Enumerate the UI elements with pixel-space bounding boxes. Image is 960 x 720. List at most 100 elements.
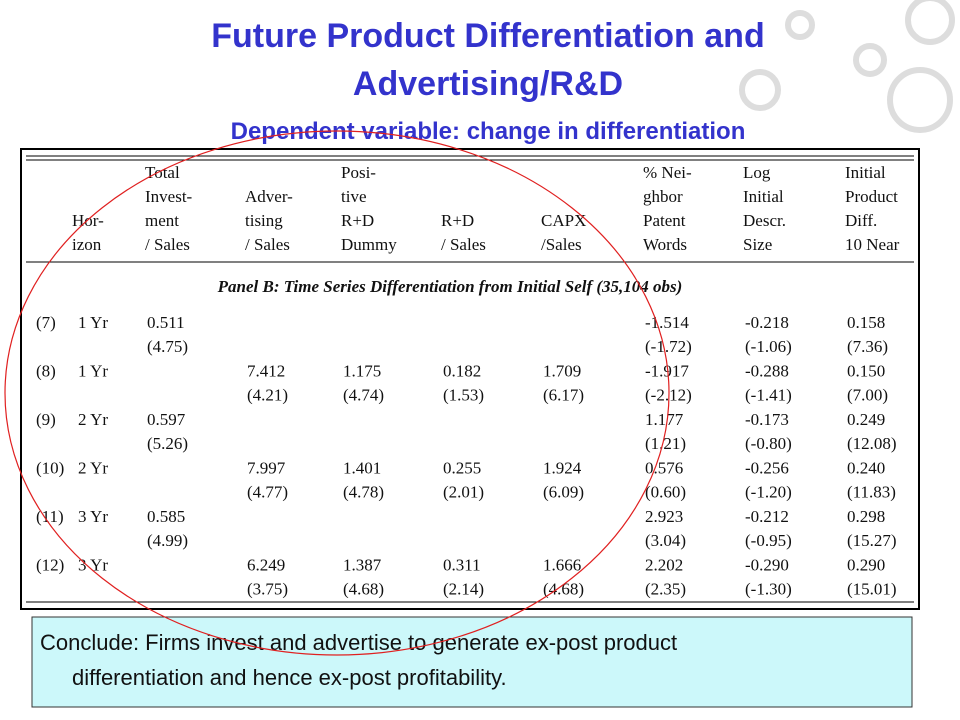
t-stat: (4.68) xyxy=(343,580,384,599)
coefficient: 0.249 xyxy=(847,410,885,429)
row-id: (11) xyxy=(36,507,64,526)
panel-title: Panel B: Time Series Differentiation fro… xyxy=(217,277,683,296)
t-stat: (2.14) xyxy=(443,580,484,599)
column-header: Adver- xyxy=(245,187,293,206)
column-header: Dummy xyxy=(341,235,397,254)
coefficient: 7.997 xyxy=(247,459,286,478)
coefficient: 1.175 xyxy=(343,362,381,381)
coefficient: 1.709 xyxy=(543,362,581,381)
coefficient: -0.288 xyxy=(745,362,789,381)
row-id: (8) xyxy=(36,362,56,381)
coefficient: 1.924 xyxy=(543,459,582,478)
column-header: ghbor xyxy=(643,187,683,206)
column-header: Size xyxy=(743,235,772,254)
t-stat: (7.00) xyxy=(847,386,888,405)
coefficient: -0.173 xyxy=(745,410,789,429)
t-stat: (3.04) xyxy=(645,531,686,550)
t-stat: (7.36) xyxy=(847,337,888,356)
t-stat: (4.21) xyxy=(247,386,288,405)
coefficient: 1.666 xyxy=(543,556,581,575)
column-header: ment xyxy=(145,211,179,230)
coefficient: -0.256 xyxy=(745,459,789,478)
column-header: Descr. xyxy=(743,211,786,230)
coefficient: 1.177 xyxy=(645,410,684,429)
t-stat: (6.17) xyxy=(543,386,584,405)
t-stat: (4.77) xyxy=(247,483,288,502)
t-stat: (1.21) xyxy=(645,434,686,453)
table-rules xyxy=(26,155,914,603)
row-horizon: 3 Yr xyxy=(78,507,108,526)
column-header: Posi- xyxy=(341,163,376,182)
column-header: % Nei- xyxy=(643,163,692,182)
t-stat: (-2.12) xyxy=(645,386,692,405)
t-stat: (4.74) xyxy=(343,386,384,405)
t-stat: (5.26) xyxy=(147,434,188,453)
t-stat: (4.99) xyxy=(147,531,188,550)
t-stat: (-1.72) xyxy=(645,337,692,356)
t-stat: (-1.06) xyxy=(745,337,792,356)
coefficient: -0.212 xyxy=(745,507,789,526)
row-horizon: 1 Yr xyxy=(78,313,108,332)
column-header: Diff. xyxy=(845,211,877,230)
t-stat: (3.75) xyxy=(247,580,288,599)
t-stat: (-1.20) xyxy=(745,483,792,502)
table: Hor-izon Total Invest-ment / Sales Adver-tis… xyxy=(36,163,900,599)
t-stat: (4.68) xyxy=(543,580,584,599)
t-stat: (6.09) xyxy=(543,483,584,502)
coefficient: -1.917 xyxy=(645,362,689,381)
column-header: / Sales xyxy=(245,235,290,254)
bubbles-decor xyxy=(739,0,955,133)
coefficient: 0.255 xyxy=(443,459,481,478)
coefficient: 6.249 xyxy=(247,556,285,575)
conclusion-line: Conclude: Firms invest and advertise to … xyxy=(40,630,677,655)
coefficient: 1.387 xyxy=(343,556,382,575)
row-horizon: 1 Yr xyxy=(78,362,108,381)
row-id: (10) xyxy=(36,459,64,478)
column-header: Words xyxy=(643,235,687,254)
column-header: CAPX xyxy=(541,211,586,230)
table-frame xyxy=(20,148,920,610)
column-header: Log xyxy=(743,163,771,182)
row-horizon: 2 Yr xyxy=(78,459,108,478)
column-header: Patent xyxy=(643,211,686,230)
coefficient: 0.597 xyxy=(147,410,186,429)
row-id: (7) xyxy=(36,313,56,332)
t-stat: (-0.80) xyxy=(745,434,792,453)
column-header: izon xyxy=(72,235,102,254)
t-stat: (4.78) xyxy=(343,483,384,502)
coefficient: -0.290 xyxy=(745,556,789,575)
coefficient: -1.514 xyxy=(645,313,689,332)
t-stat: (2.01) xyxy=(443,483,484,502)
coefficient: 7.412 xyxy=(247,362,285,381)
coefficient: 0.311 xyxy=(443,556,481,575)
column-header: / Sales xyxy=(441,235,486,254)
column-header: Initial xyxy=(845,163,886,182)
column-header: 10 Near xyxy=(845,235,900,254)
conclusion-line: differentiation and hence ex-post profit… xyxy=(72,665,507,690)
coefficient: 0.511 xyxy=(147,313,185,332)
row-horizon: 3 Yr xyxy=(78,556,108,575)
coefficient: -0.218 xyxy=(745,313,789,332)
t-stat: (2.35) xyxy=(645,580,686,599)
title-line: Future Product Differentiation and xyxy=(211,17,764,55)
t-stat: (-0.95) xyxy=(745,531,792,550)
column-header: / Sales xyxy=(145,235,190,254)
t-stat: (-1.41) xyxy=(745,386,792,405)
coefficient: 0.158 xyxy=(847,313,885,332)
coefficient: 2.923 xyxy=(645,507,683,526)
row-id: (12) xyxy=(36,556,64,575)
highlight-ellipse xyxy=(4,130,670,656)
coefficient: 0.298 xyxy=(847,507,885,526)
column-header: Total xyxy=(145,163,180,182)
t-stat: (15.27) xyxy=(847,531,897,550)
row-id: (9) xyxy=(36,410,56,429)
column-header: Product xyxy=(845,187,898,206)
coefficient: 0.576 xyxy=(645,459,683,478)
t-stat: (4.75) xyxy=(147,337,188,356)
t-stat: (0.60) xyxy=(645,483,686,502)
t-stat: (12.08) xyxy=(847,434,897,453)
row-horizon: 2 Yr xyxy=(78,410,108,429)
column-header: tive xyxy=(341,187,367,206)
